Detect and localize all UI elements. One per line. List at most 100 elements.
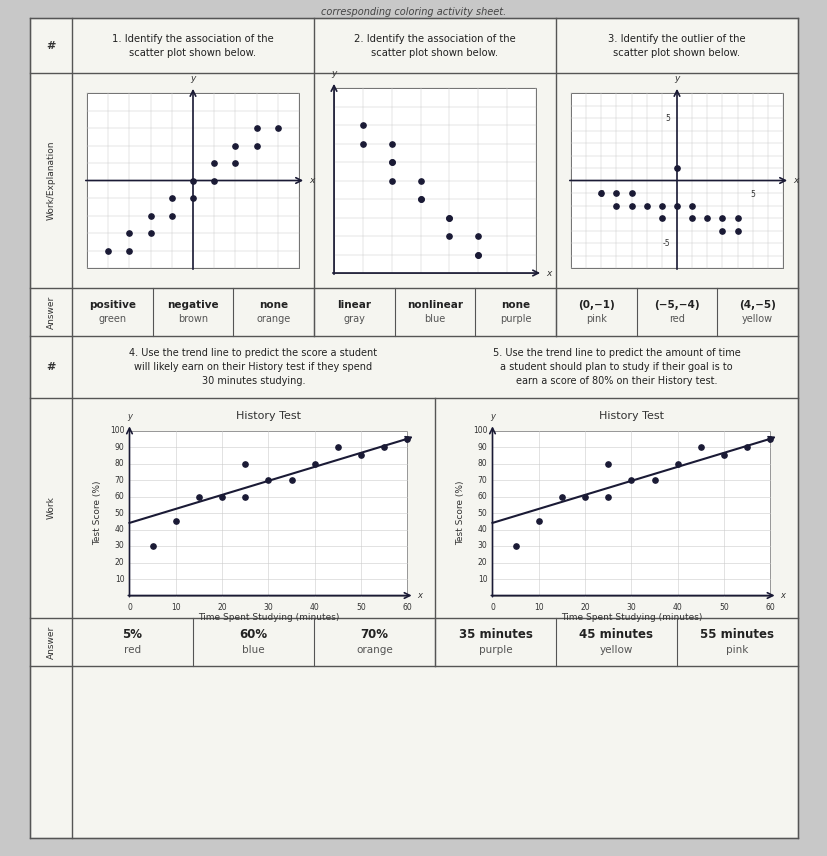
Text: linear: linear (337, 300, 370, 310)
Text: 10: 10 (477, 574, 487, 584)
Text: gray: gray (343, 314, 365, 324)
Text: x: x (792, 176, 797, 185)
Text: Work: Work (46, 496, 55, 520)
Text: 4. Use the trend line to predict the score a student
will likely earn on their H: 4. Use the trend line to predict the sco… (129, 348, 377, 386)
Text: 5%: 5% (122, 627, 142, 640)
Text: 40: 40 (672, 603, 682, 611)
Text: (4,−5): (4,−5) (739, 300, 775, 310)
Text: #: # (46, 362, 55, 372)
Text: none: none (500, 300, 529, 310)
Text: 60: 60 (402, 603, 412, 611)
Text: -5: -5 (662, 239, 669, 247)
Text: 10: 10 (533, 603, 543, 611)
Bar (492, 431, 770, 596)
Text: 70: 70 (115, 475, 124, 484)
Text: 0: 0 (127, 603, 131, 611)
Text: 60: 60 (477, 492, 487, 501)
Text: y: y (190, 74, 195, 83)
Text: 20: 20 (115, 558, 124, 567)
Text: 80: 80 (477, 459, 487, 468)
Text: 60%: 60% (239, 627, 267, 640)
Text: y: y (490, 412, 495, 420)
Text: Test Score (%): Test Score (%) (456, 481, 465, 545)
Text: blue: blue (424, 314, 445, 324)
Text: pink: pink (586, 314, 606, 324)
Text: 90: 90 (477, 443, 487, 451)
Text: 45 minutes: 45 minutes (579, 627, 653, 640)
Text: 30: 30 (626, 603, 636, 611)
Text: purple: purple (478, 645, 512, 655)
Text: 50: 50 (719, 603, 728, 611)
Text: 20: 20 (218, 603, 227, 611)
Text: Work/Explanation: Work/Explanation (46, 140, 55, 220)
Text: brown: brown (178, 314, 208, 324)
Text: yellow: yellow (599, 645, 633, 655)
Bar (571, 93, 782, 268)
Text: 70%: 70% (360, 627, 388, 640)
FancyBboxPatch shape (30, 18, 797, 838)
Text: x: x (545, 269, 551, 277)
Text: #: # (46, 40, 55, 51)
Text: nonlinear: nonlinear (407, 300, 462, 310)
Text: positive: positive (88, 300, 136, 310)
Text: yellow: yellow (741, 314, 772, 324)
Text: negative: negative (167, 300, 218, 310)
Text: 70: 70 (477, 475, 487, 484)
Bar (87, 93, 299, 268)
Text: 40: 40 (115, 525, 124, 534)
Text: x: x (417, 591, 422, 600)
Text: History Test: History Test (598, 411, 663, 420)
Text: Answer: Answer (46, 626, 55, 658)
Text: 50: 50 (477, 508, 487, 518)
Text: 3. Identify the outlier of the
scatter plot shown below.: 3. Identify the outlier of the scatter p… (608, 33, 745, 57)
Text: 55 minutes: 55 minutes (700, 627, 773, 640)
Text: Answer: Answer (46, 295, 55, 329)
Text: 40: 40 (477, 525, 487, 534)
Text: corresponding coloring activity sheet.: corresponding coloring activity sheet. (321, 7, 506, 17)
Text: 60: 60 (765, 603, 774, 611)
Text: red: red (124, 645, 141, 655)
Text: History Test: History Test (236, 411, 301, 420)
Text: Time Spent Studying (minutes): Time Spent Studying (minutes) (198, 613, 339, 622)
Text: 80: 80 (115, 459, 124, 468)
Text: 30: 30 (263, 603, 273, 611)
Text: none: none (259, 300, 288, 310)
Text: 100: 100 (110, 426, 124, 435)
Text: green: green (98, 314, 127, 324)
Text: purple: purple (500, 314, 531, 324)
Text: 100: 100 (472, 426, 487, 435)
Text: orange: orange (356, 645, 392, 655)
Text: 10: 10 (115, 574, 124, 584)
Text: Time Spent Studying (minutes): Time Spent Studying (minutes) (560, 613, 701, 622)
Text: 50: 50 (356, 603, 366, 611)
Text: 60: 60 (115, 492, 124, 501)
Text: 35 minutes: 35 minutes (458, 627, 532, 640)
Text: (0,−1): (0,−1) (577, 300, 614, 310)
Text: 40: 40 (309, 603, 319, 611)
Text: 10: 10 (171, 603, 180, 611)
Text: -5: -5 (597, 189, 605, 199)
Text: 2. Identify the association of the
scatter plot shown below.: 2. Identify the association of the scatt… (354, 33, 515, 57)
Text: blue: blue (241, 645, 265, 655)
Bar (333, 88, 535, 273)
Text: 5: 5 (749, 189, 754, 199)
Text: 20: 20 (477, 558, 487, 567)
Text: x: x (308, 176, 314, 185)
Bar (129, 431, 407, 596)
Text: 30: 30 (477, 542, 487, 550)
Text: red: red (668, 314, 684, 324)
Text: x: x (780, 591, 785, 600)
Text: 0: 0 (490, 603, 495, 611)
Text: Test Score (%): Test Score (%) (93, 481, 102, 545)
Text: orange: orange (256, 314, 290, 324)
Text: 5: 5 (664, 114, 669, 122)
Text: pink: pink (725, 645, 748, 655)
Text: y: y (331, 69, 337, 78)
Text: 5. Use the trend line to predict the amount of time
a student should plan to stu: 5. Use the trend line to predict the amo… (492, 348, 739, 386)
Text: y: y (127, 412, 131, 420)
Text: 1. Identify the association of the
scatter plot shown below.: 1. Identify the association of the scatt… (112, 33, 274, 57)
Text: (−5,−4): (−5,−4) (653, 300, 699, 310)
Text: 50: 50 (115, 508, 124, 518)
Text: 90: 90 (115, 443, 124, 451)
Text: 20: 20 (580, 603, 590, 611)
